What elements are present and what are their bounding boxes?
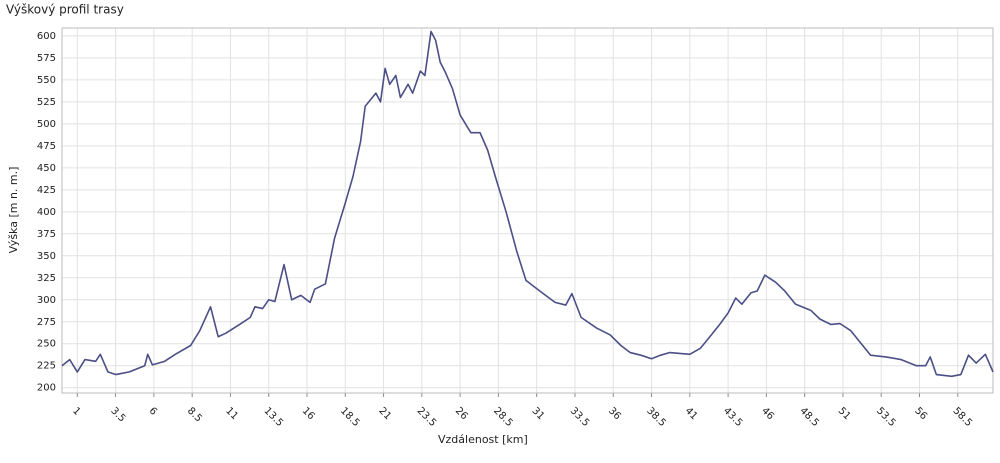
y-tick-label: 300 xyxy=(37,295,56,306)
x-tick-label: 36 xyxy=(606,405,623,422)
y-tick-label: 475 xyxy=(37,141,56,152)
x-tick-label: 33.5 xyxy=(568,405,592,429)
x-tick-label: 48.5 xyxy=(797,405,821,429)
x-tick-label: 28.5 xyxy=(491,405,515,429)
y-tick-label: 500 xyxy=(37,119,56,130)
y-tick-label: 350 xyxy=(37,251,56,262)
y-tick-label: 200 xyxy=(37,383,56,394)
y-tick-label: 225 xyxy=(37,361,56,372)
x-tick-label: 51 xyxy=(836,405,853,422)
x-tick-label: 26 xyxy=(453,405,470,422)
x-tick-label: 11 xyxy=(223,405,240,422)
x-tick-label: 56 xyxy=(912,405,929,422)
y-tick-label: 250 xyxy=(37,339,56,350)
x-tick-label: 58.5 xyxy=(951,405,975,429)
x-tick-label: 8.5 xyxy=(185,405,204,424)
x-tick-label: 46 xyxy=(759,405,776,422)
x-tick-label: 3.5 xyxy=(108,405,127,424)
y-tick-label: 275 xyxy=(37,317,56,328)
x-tick-label: 13.5 xyxy=(261,405,285,429)
y-tick-label: 425 xyxy=(37,185,56,196)
y-tick-label: 600 xyxy=(37,31,56,42)
elevation-line xyxy=(61,30,994,378)
x-tick-label: 31 xyxy=(529,405,546,422)
y-tick-label: 400 xyxy=(37,207,56,218)
y-tick-label: 450 xyxy=(37,163,56,174)
y-tick-label: 525 xyxy=(37,97,56,108)
y-axis-label: Výška [m n. m.] xyxy=(7,167,20,254)
x-tick-label: 53.5 xyxy=(874,405,898,429)
y-tick-label: 375 xyxy=(37,229,56,240)
x-tick-label: 21 xyxy=(376,405,393,422)
x-tick-label: 38.5 xyxy=(644,405,668,429)
x-tick-label: 23.5 xyxy=(415,405,439,429)
x-tick-label: 6 xyxy=(147,405,159,417)
chart-title: Výškový profil trasy xyxy=(6,3,124,17)
x-tick-label: 43.5 xyxy=(721,405,745,429)
x-tick-label: 41 xyxy=(683,405,700,422)
y-tick-label: 575 xyxy=(37,53,56,64)
x-axis-label: Vzdálenost [km] xyxy=(438,433,528,446)
y-tick-label: 550 xyxy=(37,75,56,86)
x-tick-label: 1 xyxy=(70,405,82,417)
plot-frame xyxy=(61,27,994,394)
y-tick-label: 325 xyxy=(37,273,56,284)
x-tick-label: 18.5 xyxy=(338,405,362,429)
x-tick-label: 16 xyxy=(300,405,317,422)
